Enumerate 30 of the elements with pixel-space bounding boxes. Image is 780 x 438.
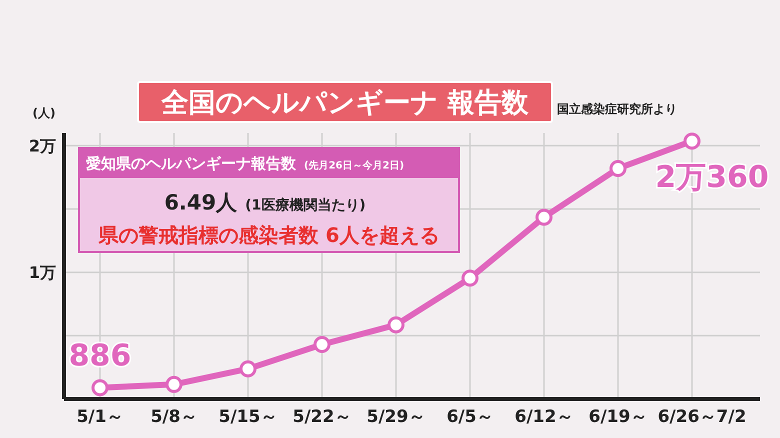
y-axis-title: (人): [32, 106, 56, 120]
x-tick-label: 5/15～: [218, 407, 278, 427]
x-tick-label: 6/12～: [514, 407, 574, 427]
x-tick-label: 5/1～: [76, 407, 124, 427]
annotation: (先月26日～今月2日): [304, 159, 404, 172]
annotation: 886: [68, 338, 132, 374]
point: [388, 316, 404, 334]
x-tick-label: 5/29～: [366, 407, 426, 427]
text: 国立感染症研究所より: [557, 102, 677, 116]
point: [610, 160, 626, 177]
annotation: 6.49人: [164, 190, 238, 215]
annotation: 愛知県のヘルパンギーナ報告数: [86, 154, 296, 172]
y-tick-label: 2万: [28, 136, 56, 156]
x-tick-label: 6/5～: [446, 407, 494, 427]
x-tick-label: 5/22～: [292, 407, 352, 427]
point: [240, 360, 256, 378]
point: [166, 376, 182, 393]
y-tick-label: 1万: [28, 262, 56, 282]
point: [92, 379, 108, 396]
point: [462, 270, 478, 287]
annotation: 県の警戒指標の感染者数 6人を超える: [98, 223, 440, 248]
point: [314, 336, 330, 354]
point: [684, 132, 700, 150]
data-label: 2万360: [655, 160, 769, 196]
x-tick-label: 6/19～: [588, 407, 648, 427]
chart-title: 全国のヘルパンギーナ 報告数: [160, 88, 530, 119]
x-tick-label: 5/8～: [150, 407, 198, 427]
point: [536, 208, 552, 226]
annotation: (1医療機関当たり): [245, 196, 366, 214]
x-tick-label: 6/26～7/2: [658, 407, 746, 427]
